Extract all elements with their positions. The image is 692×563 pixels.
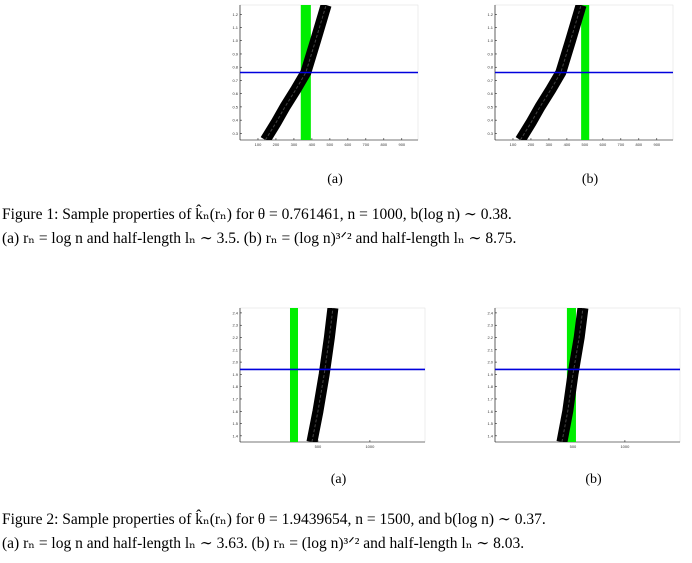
y-tick-label: 2.0 (232, 360, 238, 365)
y-tick-label: 2.1 (487, 347, 493, 352)
plot-area (240, 308, 425, 442)
x-tick-label: 300 (546, 142, 553, 147)
caption-line: (a) rₙ = log n and half-length lₙ ∼ 3.63… (2, 535, 525, 552)
estimate-path-edge (264, 5, 327, 140)
x-tick-label: 300 (291, 142, 298, 147)
panel: 2.4 2.3 2.2 2.1 2.0 1.9 1.8 1.7 1.6 1.5 1.4 500 1000… (487, 307, 681, 487)
panel-label: (b) (582, 172, 599, 187)
x-tick-label: 800 (635, 142, 642, 147)
y-tick-label: 0.4 (487, 118, 493, 123)
x-tick-label: 500 (327, 142, 334, 147)
x-tick-label: 500 (315, 444, 322, 449)
y-tick-label: 0.6 (487, 91, 493, 96)
y-tick-label: 0.3 (487, 131, 493, 136)
y-tick-label: 1.8 (487, 384, 493, 389)
estimate-path-edge (311, 308, 334, 442)
interval-band (289, 308, 298, 442)
y-tick-label: 0.9 (232, 51, 238, 56)
x-tick-label: 700 (363, 142, 370, 147)
x-tick-label: 1000 (365, 444, 375, 449)
plot-frame (494, 307, 681, 443)
y-tick-label: 1.7 (487, 396, 493, 401)
y-tick-label: 2.4 (487, 310, 493, 315)
y-tick-label: 2.3 (232, 323, 238, 328)
y-tick-label: 2.0 (487, 360, 493, 365)
estimate-path-edge (519, 5, 582, 140)
y-tick-label: 0.5 (487, 104, 493, 109)
y-tick-label: 2.4 (232, 310, 238, 315)
y-tick-label: 0.9 (487, 51, 493, 56)
y-tick-label: 0.4 (232, 118, 238, 123)
caption-line: Figure 1: Sample properties of k̂ₙ(rₙ) f… (2, 206, 512, 223)
y-tick-label: 1.1 (487, 25, 493, 30)
y-tick-label: 1.7 (232, 396, 238, 401)
y-tick-label: 1.1 (232, 25, 238, 30)
panel-label: (a) (327, 172, 343, 187)
plot-area (240, 5, 418, 140)
y-tick-label: 1.9 (232, 372, 238, 377)
y-tick-label: 1.0 (487, 38, 493, 43)
x-tick-label: 400 (309, 142, 316, 147)
x-tick-label: 200 (273, 142, 280, 147)
y-tick-label: 1.4 (487, 433, 493, 438)
y-tick-label: 1.0 (232, 38, 238, 43)
x-tick-label: 900 (653, 142, 660, 147)
y-tick-label: 1.5 (232, 421, 238, 426)
panel-label: (b) (585, 472, 602, 487)
x-tick-label: 500 (570, 444, 577, 449)
x-tick-label: 800 (380, 142, 387, 147)
y-tick-label: 2.3 (487, 323, 493, 328)
estimate-paths (306, 308, 339, 442)
y-tick-label: 1.6 (487, 409, 493, 414)
caption-line: (a) rₙ = log n and half-length lₙ ∼ 3.5.… (2, 230, 517, 247)
y-tick-label: 1.2 (487, 12, 493, 17)
y-tick-label: 1.9 (487, 372, 493, 377)
panel: 2.4 2.3 2.2 2.1 2.0 1.9 1.8 1.7 1.6 1.5 1.4 500 1000… (232, 307, 426, 487)
panel-label: (a) (331, 472, 347, 487)
y-tick-label: 0.6 (232, 91, 238, 96)
y-tick-label: 1.8 (232, 384, 238, 389)
x-tick-label: 400 (564, 142, 571, 147)
y-tick-label: 2.1 (232, 347, 238, 352)
y-tick-label: 0.8 (232, 65, 238, 70)
y-tick-label: 1.4 (232, 433, 238, 438)
y-tick-label: 1.6 (232, 409, 238, 414)
plot-area (495, 308, 680, 442)
y-tick-label: 2.2 (232, 335, 238, 340)
y-tick-label: 1.2 (232, 12, 238, 17)
y-tick-label: 0.5 (232, 104, 238, 109)
x-tick-label: 100 (510, 142, 517, 147)
y-tick-label: 2.2 (487, 335, 493, 340)
caption-line: Figure 2: Sample properties of k̂ₙ(rₙ) f… (2, 511, 546, 528)
y-tick-label: 0.7 (232, 78, 238, 83)
plot-area (495, 5, 673, 140)
x-tick-label: 1000 (620, 444, 630, 449)
x-tick-label: 900 (398, 142, 405, 147)
estimate-path-edge (561, 308, 584, 442)
panel: 1.2 1.1 1.0 0.9 0.8 0.7 0.6 0.5 0.4 0.3 100 200 300 4… (487, 4, 674, 187)
x-tick-label: 200 (528, 142, 535, 147)
x-tick-label: 700 (618, 142, 625, 147)
x-tick-label: 600 (600, 142, 607, 147)
x-tick-label: 100 (255, 142, 262, 147)
y-tick-label: 0.8 (487, 65, 493, 70)
y-tick-label: 0.7 (487, 78, 493, 83)
x-tick-label: 500 (582, 142, 589, 147)
y-tick-label: 1.5 (487, 421, 493, 426)
y-tick-label: 0.3 (232, 131, 238, 136)
panel: 1.2 1.1 1.0 0.9 0.8 0.7 0.6 0.5 0.4 0.3 100 200 300 4… (232, 4, 419, 187)
x-tick-label: 600 (345, 142, 352, 147)
